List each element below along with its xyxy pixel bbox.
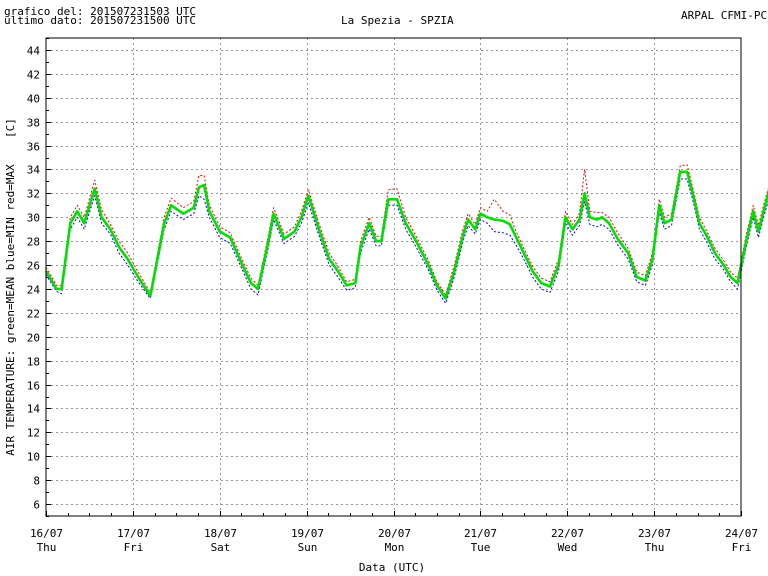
plot-frame [45, 37, 742, 517]
x-tick-date: 16/07 [30, 527, 63, 540]
x-tick-day: Mon [385, 541, 405, 554]
y-tick-label: 26 [27, 260, 40, 273]
y-axis-label: AIR TEMPERATURE: green=MEAN blue=MIN red… [4, 164, 17, 456]
x-tick-day: Sat [211, 541, 231, 554]
y-tick-label: 24 [27, 284, 41, 297]
y-tick-label: 28 [27, 236, 40, 249]
y-tick-label: 34 [27, 164, 41, 177]
x-tick-day: Thu [37, 541, 57, 554]
x-tick-day: Fri [124, 541, 144, 554]
grid [46, 38, 742, 517]
y-tick-label: 40 [27, 93, 40, 106]
x-tick-date: 23/07 [638, 527, 671, 540]
y-tick-label: 22 [27, 308, 40, 321]
series-lines [44, 164, 768, 304]
x-tick-day: Wed [558, 541, 578, 554]
x-tick-date: 20/07 [378, 527, 411, 540]
y-unit-label: [C] [4, 118, 17, 138]
x-tick-date: 19/07 [291, 527, 324, 540]
series-line-mean [44, 170, 768, 300]
y-tick-label: 18 [27, 356, 40, 369]
x-axis-label: Data (UTC) [359, 561, 425, 574]
x-tick-day: Fri [732, 541, 752, 554]
y-tick-label: 8 [33, 475, 40, 488]
y-tick-label: 30 [27, 212, 40, 225]
x-tick-date: 24/07 [725, 527, 758, 540]
x-tick-day: Thu [645, 541, 665, 554]
y-tick-label: 20 [27, 332, 40, 345]
y-tick-label: 10 [27, 451, 40, 464]
x-tick-day: Sun [298, 541, 318, 554]
y-tick-label: 36 [27, 141, 40, 154]
y-tick-label: 6 [33, 499, 40, 512]
chart-generated-label: grafico del: 201507231503 UTC [4, 5, 197, 18]
x-tick-day: Tue [471, 541, 491, 554]
x-tick-date: 18/07 [204, 527, 237, 540]
y-tick-label: 12 [27, 427, 40, 440]
y-tick-label: 42 [27, 69, 40, 82]
y-tick-label: 16 [27, 380, 40, 393]
last-data-label: ultimo dato: 201507231500 UTC [4, 14, 197, 27]
y-tick-label: 14 [27, 403, 41, 416]
x-tick-date: 22/07 [551, 527, 584, 540]
x-tick-labels: 16/07Thu17/07Fri18/07Sat19/07Sun20/07Mon… [30, 527, 758, 554]
y-tick-label: 32 [27, 188, 40, 201]
y-tick-label: 44 [27, 45, 41, 58]
y-tick-label: 38 [27, 117, 40, 130]
agency-label: ARPAL CFMI-PC [681, 9, 768, 22]
series-line-min [45, 178, 768, 304]
x-tick-date: 17/07 [117, 527, 150, 540]
y-tick-labels: 6 8 10 12 14 16 18 20 22 24 26 28 30 32 34 36 38 40 42 44 [27, 45, 41, 512]
plot-background [46, 38, 741, 516]
station-title: La Spezia - SPZIA [341, 14, 454, 27]
x-tick-date: 21/07 [464, 527, 497, 540]
